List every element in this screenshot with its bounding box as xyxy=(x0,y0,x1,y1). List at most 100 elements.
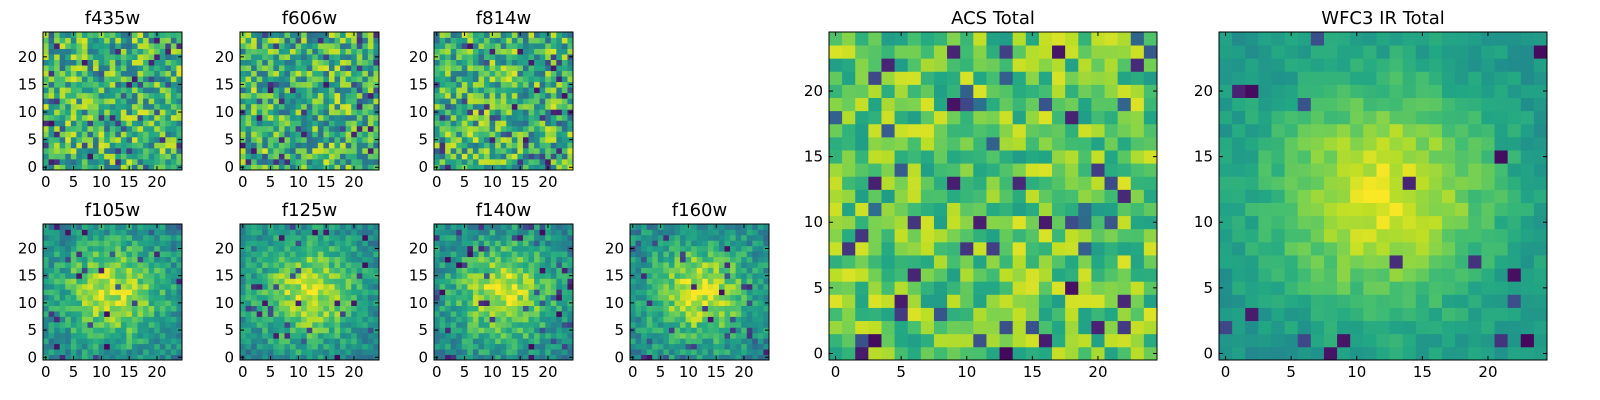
heatmap-cell xyxy=(674,305,681,312)
heatmap-cell xyxy=(76,224,83,230)
heatmap-cell xyxy=(439,245,446,252)
heatmap-cell xyxy=(445,311,452,317)
heatmap-cell xyxy=(461,338,468,345)
heatmap-cell xyxy=(256,43,263,49)
heatmap-cell xyxy=(295,294,302,301)
heatmap-cell xyxy=(763,256,770,263)
heatmap-cell xyxy=(251,59,258,66)
heatmap-cell xyxy=(76,267,83,274)
heatmap-cell xyxy=(306,267,313,274)
heatmap-cell xyxy=(290,272,296,279)
heatmap-cell xyxy=(43,251,49,258)
heatmap-cell xyxy=(528,103,535,110)
heatmap-cell xyxy=(267,153,274,160)
heatmap-cell xyxy=(696,305,703,312)
heatmap-cell xyxy=(373,229,380,236)
heatmap-cell xyxy=(517,332,524,339)
heatmap-cell xyxy=(81,327,88,334)
heatmap-cell xyxy=(478,98,485,105)
heatmap-cell xyxy=(960,150,974,164)
heatmap-cell xyxy=(635,251,642,258)
heatmap-cell xyxy=(545,147,552,154)
heatmap-cell xyxy=(126,65,133,72)
heatmap-cell xyxy=(306,272,313,279)
heatmap-cell xyxy=(663,338,670,345)
heatmap-cell xyxy=(290,316,296,323)
heatmap-cell xyxy=(87,153,94,160)
heatmap-cell xyxy=(251,316,258,323)
heatmap-cell xyxy=(70,300,77,306)
heatmap-cell xyxy=(284,147,291,154)
heatmap-cell xyxy=(373,37,380,44)
heatmap-cell xyxy=(290,131,296,138)
heatmap-cell xyxy=(256,294,263,301)
heatmap-cell xyxy=(735,300,742,306)
heatmap-cell xyxy=(245,70,252,77)
heatmap-cell xyxy=(730,240,737,247)
heatmap-cell xyxy=(545,103,552,110)
heatmap-cell xyxy=(240,70,246,77)
heatmap-cell xyxy=(245,224,252,230)
heatmap-cell xyxy=(278,147,285,154)
heatmap-cell xyxy=(630,305,636,312)
heatmap-cell xyxy=(120,164,127,171)
heatmap-cell xyxy=(434,120,440,127)
x-tick-label: 10 xyxy=(483,363,502,381)
heatmap-cell xyxy=(159,262,166,268)
heatmap-cell xyxy=(148,349,155,355)
heatmap-cell xyxy=(713,300,720,306)
heatmap-cell xyxy=(685,251,692,258)
heatmap-cell xyxy=(109,300,116,306)
heatmap-cell xyxy=(356,114,363,121)
heatmap-cell xyxy=(362,103,369,110)
heatmap-cell xyxy=(517,43,524,49)
heatmap-cell xyxy=(500,103,507,110)
heatmap-cell xyxy=(301,164,308,171)
heatmap-cell xyxy=(104,81,111,88)
heatmap-cell xyxy=(65,229,72,236)
heatmap-cell xyxy=(730,316,737,323)
heatmap-cell xyxy=(340,54,347,60)
heatmap-cell xyxy=(373,332,380,339)
heatmap-cell xyxy=(641,332,648,339)
heatmap-cell xyxy=(323,283,330,290)
heatmap-cell xyxy=(829,281,843,295)
heatmap-cell xyxy=(635,272,642,279)
heatmap-cell xyxy=(267,136,274,143)
heatmap-cell xyxy=(54,283,61,290)
heatmap-cell xyxy=(137,245,144,252)
heatmap-cell xyxy=(646,272,653,279)
heatmap-cell xyxy=(1078,202,1092,217)
heatmap-cell xyxy=(702,332,709,339)
heatmap-cell xyxy=(635,338,642,345)
heatmap-cell xyxy=(439,109,446,116)
y-tick-label: 5 xyxy=(418,131,428,149)
heatmap-cell xyxy=(317,251,324,258)
heatmap-cell xyxy=(674,354,681,361)
heatmap-cell xyxy=(757,278,764,285)
heatmap-cell xyxy=(696,332,703,339)
heatmap-cell xyxy=(273,43,280,49)
heatmap-cell xyxy=(317,338,324,345)
heatmap-cell xyxy=(54,43,61,49)
heatmap-cell xyxy=(176,311,183,317)
heatmap-cell xyxy=(98,87,105,94)
heatmap-cell xyxy=(1117,320,1132,335)
x-tick-label: 10 xyxy=(289,363,308,381)
heatmap-cell xyxy=(70,234,77,241)
heatmap-cell xyxy=(630,234,636,241)
heatmap-cell xyxy=(323,256,330,263)
heatmap-cell xyxy=(87,120,94,127)
heatmap-cell xyxy=(317,120,324,127)
heatmap-cell xyxy=(93,81,99,88)
heatmap-cell xyxy=(137,278,144,285)
heatmap-cell xyxy=(148,54,155,60)
heatmap-cell xyxy=(1038,268,1053,282)
heatmap-cell xyxy=(855,228,869,243)
heatmap-cell xyxy=(674,267,681,274)
heatmap-cell xyxy=(81,120,88,127)
heatmap-cell xyxy=(1117,333,1132,348)
heatmap-cell xyxy=(528,87,535,94)
heatmap-cell xyxy=(334,262,341,268)
heatmap-cell xyxy=(561,120,568,127)
